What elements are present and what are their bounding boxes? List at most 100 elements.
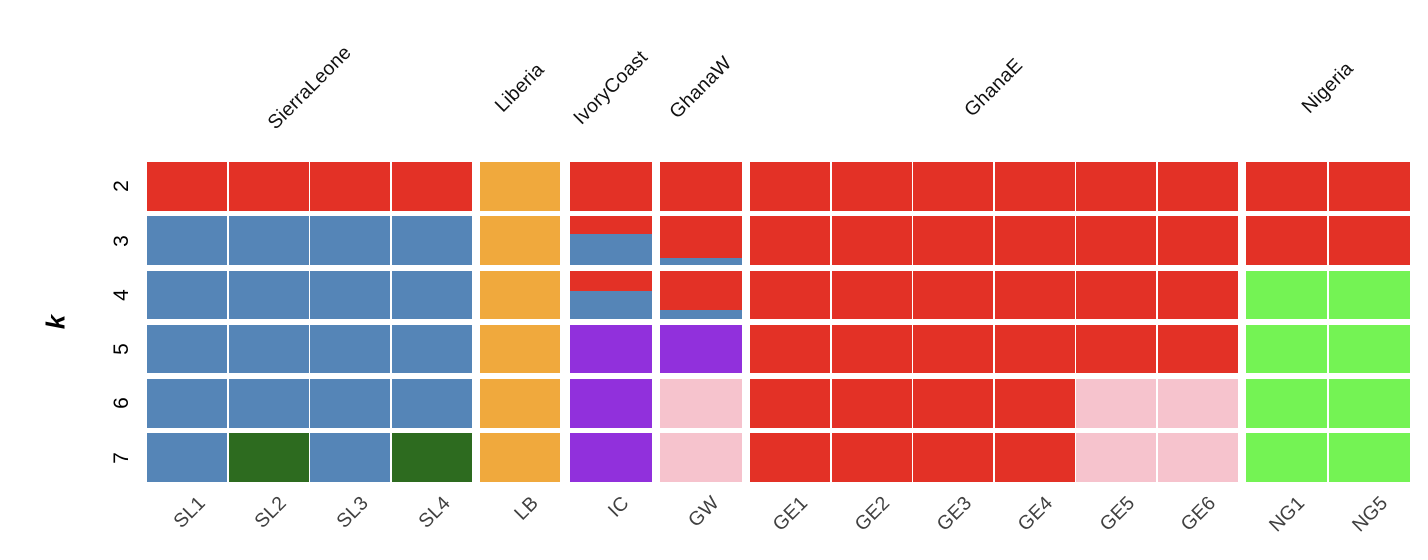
cluster-segment-red: [994, 433, 1075, 482]
cluster-segment-purple: [570, 379, 652, 428]
cluster-segment-red: [913, 162, 994, 211]
cluster-segment-red: [660, 270, 742, 311]
sample-label: GE6: [1176, 492, 1221, 536]
cell-SL1-k7: [147, 433, 228, 482]
cell-NG1-k4: [1246, 270, 1328, 320]
y-axis-title: k: [40, 314, 71, 330]
cell-IC-k6: [570, 379, 652, 428]
y-tick-label: 3: [110, 234, 133, 247]
cell-GE4-k7: [994, 433, 1075, 482]
cluster-segment-red: [1246, 216, 1328, 265]
sample-label: IC: [603, 492, 634, 522]
cluster-segment-blue: [660, 310, 742, 320]
cluster-segment-pink: [1076, 433, 1157, 482]
cell-GW-k7: [660, 433, 742, 482]
cluster-segment-red: [831, 270, 912, 320]
cluster-segment-red: [913, 379, 994, 428]
cluster-segment-red: [147, 162, 228, 211]
cluster-segment-darkgreen: [391, 433, 472, 482]
cell-SL4-k6: [391, 379, 472, 428]
cell-LB-k4: [480, 270, 560, 320]
cell-GE1-k6: [750, 379, 831, 428]
cell-GE3-k2: [913, 162, 994, 211]
cell-SL4-k7: [391, 433, 472, 482]
cluster-segment-red: [831, 216, 912, 265]
cluster-segment-pink: [660, 433, 742, 482]
cell-GW-k5: [660, 324, 742, 374]
cell-GE4-k3: [994, 216, 1075, 265]
cell-GE5-k4: [1076, 270, 1157, 320]
cell-NG5-k3: [1328, 216, 1410, 265]
cell-GE5-k2: [1076, 162, 1157, 211]
cluster-segment-red: [750, 433, 831, 482]
cluster-segment-blue: [147, 433, 228, 482]
cell-IC-k3: [570, 216, 652, 265]
cell-SL4-k4: [391, 270, 472, 320]
cell-GE4-k4: [994, 270, 1075, 320]
cluster-segment-red: [1157, 162, 1238, 211]
cluster-segment-green: [1328, 270, 1410, 320]
cell-SL1-k2: [147, 162, 228, 211]
cluster-segment-blue: [147, 324, 228, 374]
cell-GE1-k2: [750, 162, 831, 211]
cell-NG1-k3: [1246, 216, 1328, 265]
y-tick-label: 2: [110, 180, 133, 193]
sample-label: NG5: [1347, 492, 1392, 537]
cell-IC-k2: [570, 162, 652, 211]
sample-label: GE3: [932, 492, 976, 536]
cluster-segment-orange: [480, 324, 560, 374]
cluster-segment-green: [1328, 324, 1410, 374]
cluster-segment-red: [831, 433, 912, 482]
cell-GE4-k6: [994, 379, 1075, 428]
cluster-segment-red: [1157, 270, 1238, 320]
cluster-segment-red: [660, 162, 742, 211]
cell-GE6-k2: [1157, 162, 1238, 211]
cell-SL2-k5: [228, 324, 309, 374]
cell-GE1-k5: [750, 324, 831, 374]
cell-SL1-k5: [147, 324, 228, 374]
cell-IC-k7: [570, 433, 652, 482]
cluster-segment-red: [391, 162, 472, 211]
cluster-segment-blue: [310, 433, 391, 482]
cluster-segment-red: [994, 162, 1075, 211]
cluster-segment-orange: [480, 216, 560, 265]
cluster-segment-red: [831, 162, 912, 211]
cluster-segment-red: [1076, 324, 1157, 374]
cell-GE1-k4: [750, 270, 831, 320]
cluster-segment-red: [1157, 324, 1238, 374]
cluster-segment-red: [750, 270, 831, 320]
cell-GE3-k4: [913, 270, 994, 320]
cell-NG1-k5: [1246, 324, 1328, 374]
cell-GE3-k5: [913, 324, 994, 374]
cluster-segment-pink: [1157, 433, 1238, 482]
cluster-segment-red: [994, 270, 1075, 320]
y-tick-label: 4: [110, 289, 133, 301]
y-tick-label: 6: [110, 397, 133, 410]
cluster-segment-red: [750, 216, 831, 265]
cluster-segment-green: [1328, 379, 1410, 428]
cell-SL2-k6: [228, 379, 309, 428]
cell-GE6-k5: [1157, 324, 1238, 374]
cluster-segment-red: [1157, 216, 1238, 265]
cell-NG1-k6: [1246, 379, 1328, 428]
cluster-segment-red: [831, 379, 912, 428]
cluster-segment-red: [750, 324, 831, 374]
cluster-segment-red: [570, 216, 652, 234]
cluster-segment-blue: [310, 324, 391, 374]
cell-LB-k6: [480, 379, 560, 428]
cluster-segment-orange: [480, 270, 560, 320]
cell-LB-k5: [480, 324, 560, 374]
cluster-segment-green: [1246, 324, 1328, 374]
cell-SL4-k5: [391, 324, 472, 374]
sample-label: GE2: [850, 492, 895, 536]
cluster-segment-orange: [480, 433, 560, 482]
cluster-segment-red: [1328, 216, 1410, 265]
cell-SL3-k6: [310, 379, 391, 428]
cluster-segment-blue: [147, 270, 228, 320]
cluster-segment-green: [1328, 433, 1410, 482]
cell-SL3-k3: [310, 216, 391, 265]
cell-GE2-k2: [831, 162, 912, 211]
cell-GE5-k7: [1076, 433, 1157, 482]
cell-GE1-k3: [750, 216, 831, 265]
cluster-segment-red: [1246, 162, 1328, 211]
